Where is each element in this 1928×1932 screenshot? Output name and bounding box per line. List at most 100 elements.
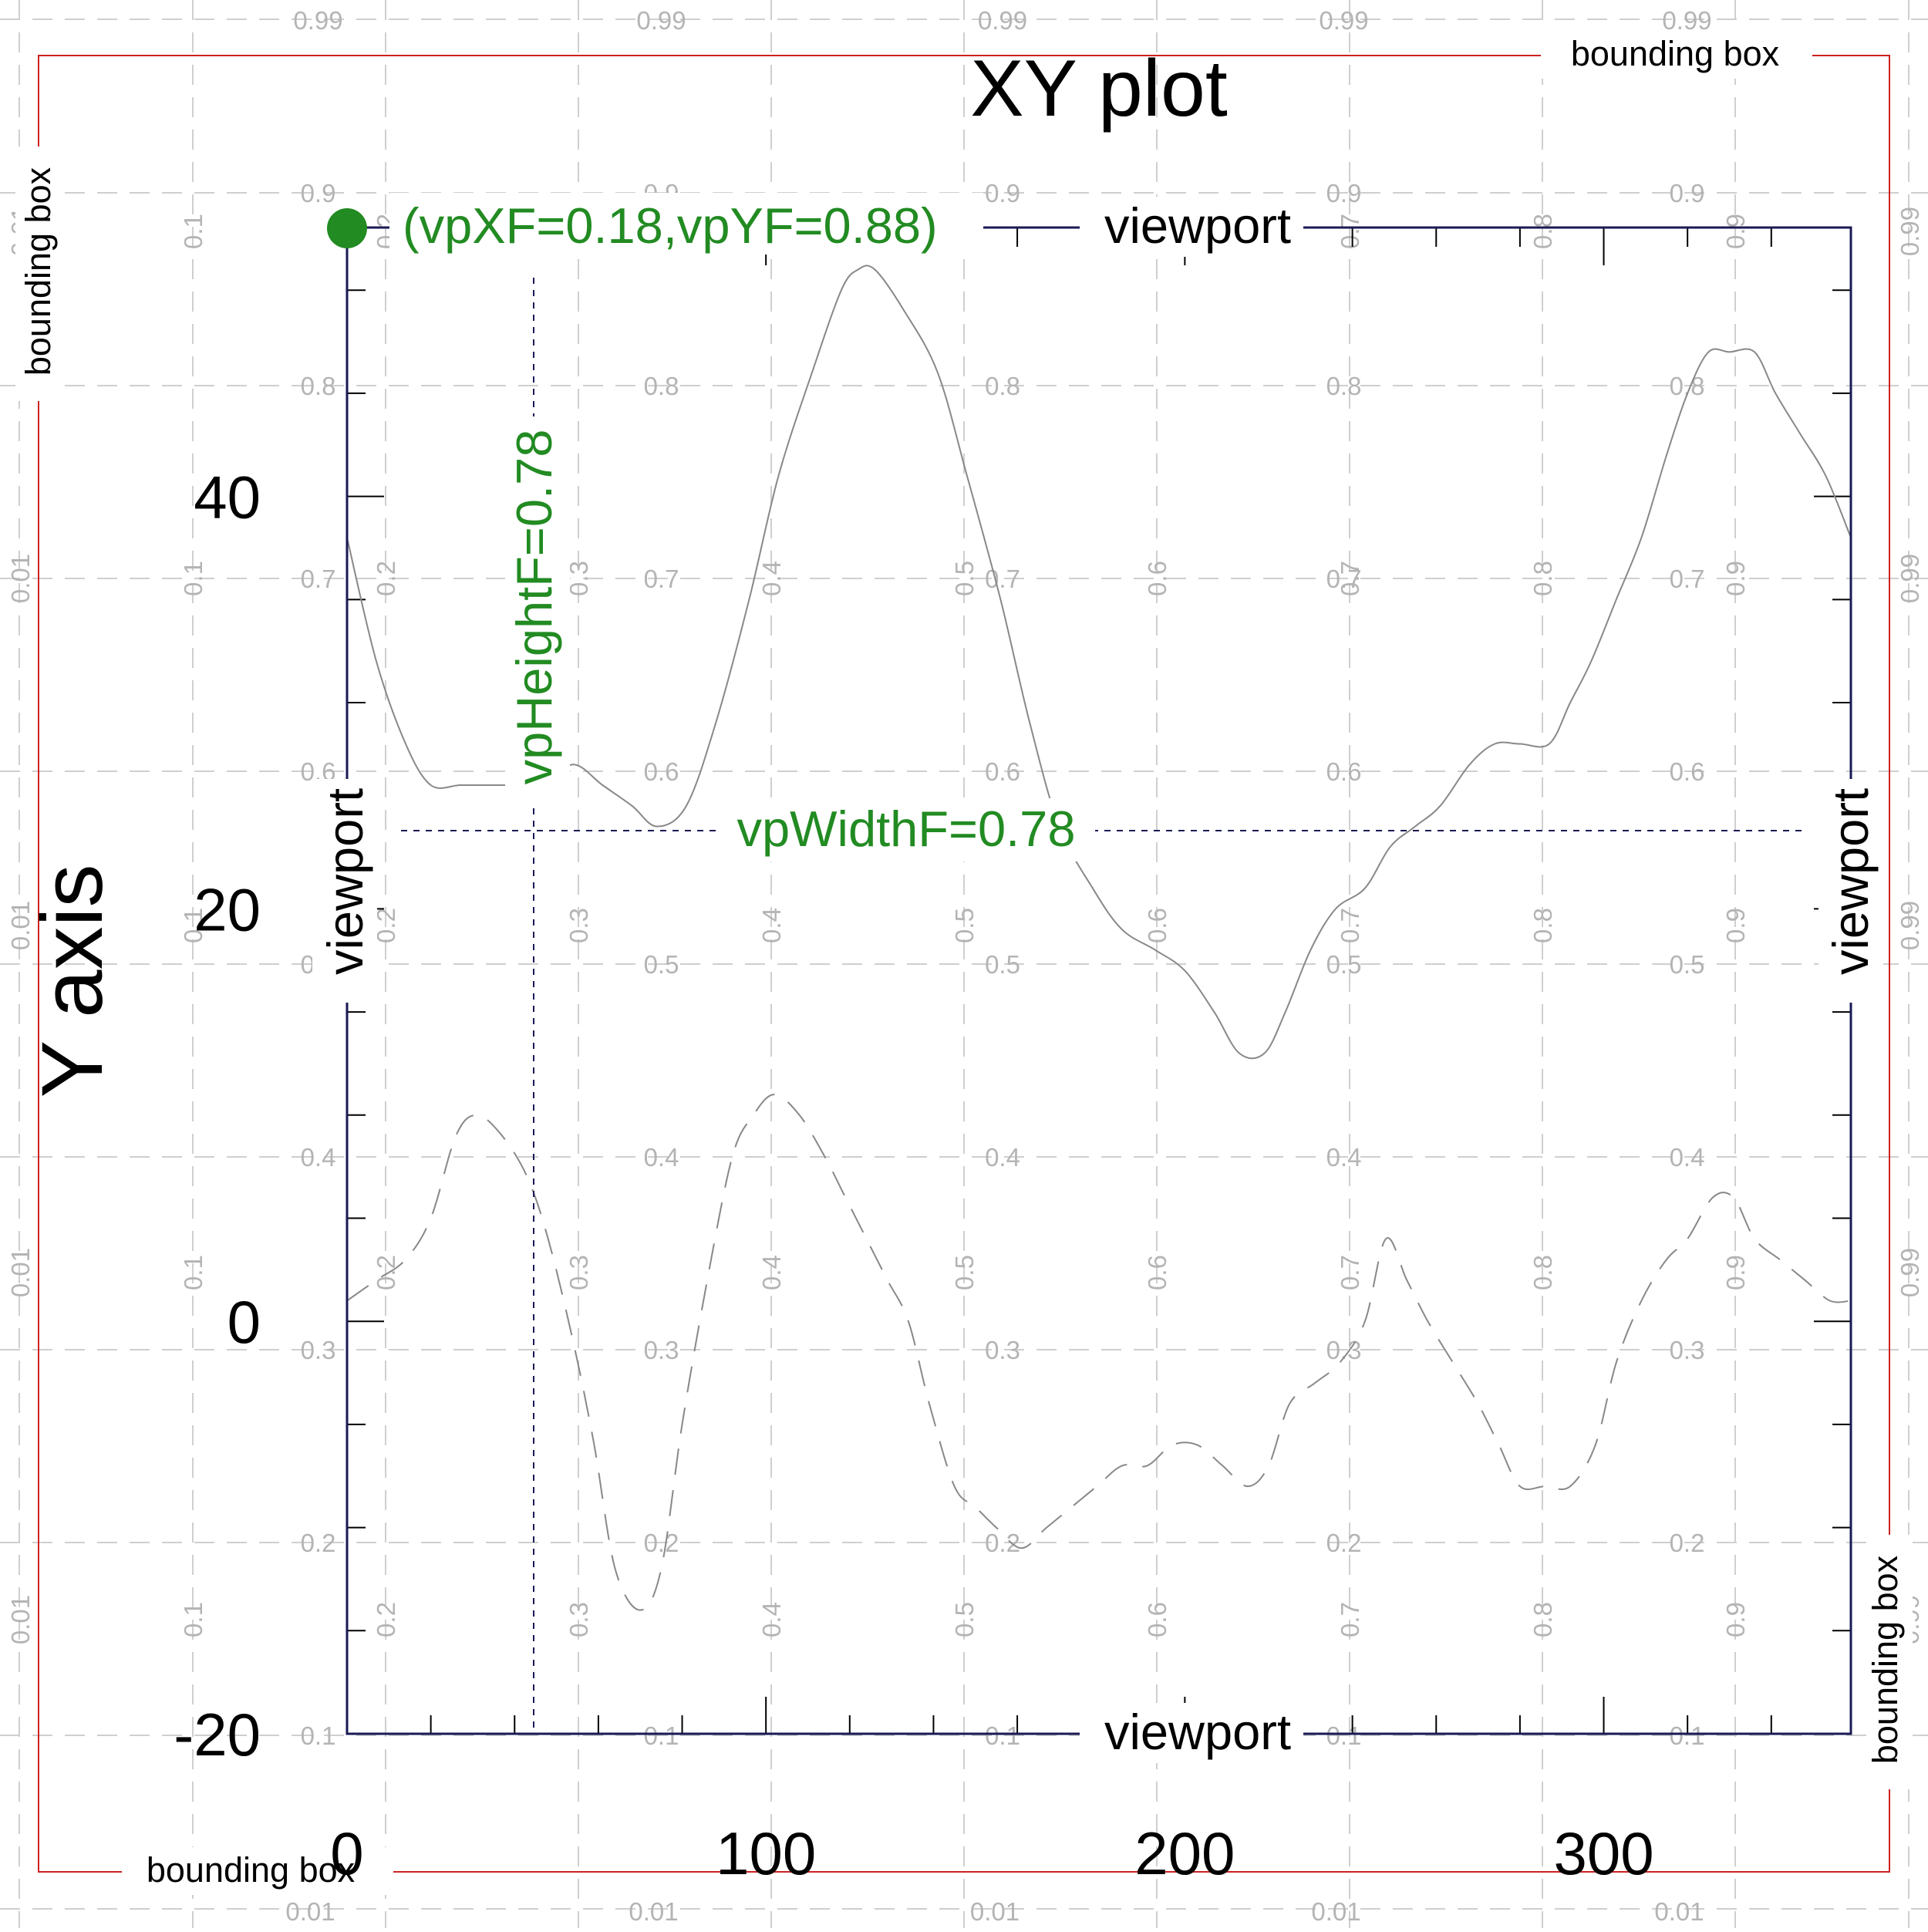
grid-label-vertical: 0.1 bbox=[179, 1255, 207, 1290]
grid-label-edge-top: 0.99 bbox=[1662, 6, 1711, 35]
grid-label-horizontal: 0.1 bbox=[1326, 1721, 1362, 1750]
viewport-label-top: viewport bbox=[1104, 197, 1291, 254]
grid-label-horizontal: 0.2 bbox=[301, 1529, 336, 1557]
grid-label-edge-left: 0.01 bbox=[6, 554, 35, 603]
grid-label-edge-right: 0.99 bbox=[1896, 1248, 1924, 1297]
x-tick-label: 200 bbox=[1134, 1819, 1235, 1887]
grid-label-horizontal: 0.1 bbox=[644, 1721, 679, 1750]
grid-label-vertical: 0.8 bbox=[1529, 1602, 1557, 1637]
grid-label-vertical: 0.4 bbox=[757, 908, 786, 943]
grid-label-vertical: 0.9 bbox=[1721, 1602, 1750, 1637]
grid-label-vertical: 0.7 bbox=[1336, 1255, 1364, 1290]
grid-label-vertical: 0.3 bbox=[565, 908, 593, 943]
grid-label-horizontal: 0.7 bbox=[301, 565, 336, 593]
y-axis-title: Y axis bbox=[24, 865, 120, 1098]
grid-label-vertical: 0.8 bbox=[1529, 214, 1557, 249]
grid-label-horizontal: 0.4 bbox=[985, 1143, 1020, 1172]
grid-label-vertical: 0.8 bbox=[1529, 561, 1557, 596]
bbox-label-bottom: bounding box bbox=[147, 1850, 356, 1890]
grid-label-vertical: 0.6 bbox=[1143, 1602, 1171, 1637]
viewport-origin-marker bbox=[327, 208, 367, 248]
series-solid-line bbox=[346, 265, 1852, 1060]
axis-tickmarks bbox=[346, 228, 1851, 1735]
x-tick-label: 0 bbox=[330, 1819, 363, 1887]
grid-label-vertical: 0.3 bbox=[565, 1255, 593, 1290]
grid-label-vertical: 0.3 bbox=[565, 1602, 593, 1637]
bbox-label-top: bounding box bbox=[1571, 34, 1780, 73]
bounding-box-frame bbox=[38, 55, 1890, 1873]
x-tick-label: 100 bbox=[716, 1819, 816, 1887]
grid-label-edge-left: 0.01 bbox=[6, 901, 35, 950]
grid-label-horizontal: 0.5 bbox=[985, 950, 1020, 979]
grid-label-vertical: 0.9 bbox=[1721, 561, 1750, 596]
grid-label-vertical: 0.4 bbox=[757, 561, 786, 596]
grid-label-horizontal: 0.2 bbox=[985, 1529, 1020, 1557]
grid-label-vertical: 0.4 bbox=[757, 1255, 786, 1290]
grid-label-horizontal: 0.3 bbox=[1326, 1336, 1362, 1364]
grid-label-horizontal: 0.7 bbox=[1326, 565, 1362, 593]
grid-label-horizontal: 0.5 bbox=[1326, 950, 1362, 979]
grid-label-vertical: 0.7 bbox=[1336, 561, 1364, 596]
grid-label-vertical: 0.2 bbox=[372, 1602, 400, 1637]
grid-label-vertical: 0.2 bbox=[372, 1255, 400, 1290]
grid-label-vertical: 0.6 bbox=[1143, 1255, 1171, 1290]
grid-label-edge-right: 0.99 bbox=[1896, 901, 1924, 950]
grid-label-edge-bottom: 0.01 bbox=[285, 1897, 335, 1926]
grid-label-horizontal: 0.9 bbox=[1326, 179, 1362, 207]
grid-label-edge-right: 0.99 bbox=[1896, 207, 1924, 256]
grid-label-horizontal: 0.8 bbox=[985, 372, 1020, 400]
y-tick-label: 40 bbox=[194, 464, 261, 531]
grid-label-vertical: 0.7 bbox=[1336, 214, 1364, 249]
y-tick-label: -20 bbox=[174, 1701, 261, 1768]
grid-label-horizontal: 0.8 bbox=[644, 372, 679, 400]
grid-label-horizontal: 0.4 bbox=[644, 1143, 679, 1172]
grid-label-edge-right: 0.99 bbox=[1896, 554, 1924, 603]
grid-label-horizontal: 0.6 bbox=[1670, 757, 1705, 786]
grid-label-vertical: 0.5 bbox=[950, 908, 979, 943]
grid-label-horizontal: 0.3 bbox=[301, 1336, 336, 1364]
grid-label-horizontal: 0.6 bbox=[985, 757, 1020, 786]
grid-label-horizontal: 0.4 bbox=[1670, 1143, 1705, 1172]
viewport-label-right: viewport bbox=[1822, 788, 1879, 975]
grid-label-vertical: 0.5 bbox=[950, 561, 979, 596]
grid-label-horizontal: 0.5 bbox=[1670, 950, 1705, 979]
x-tick-label: 300 bbox=[1553, 1819, 1653, 1887]
grid-label-vertical: 0.7 bbox=[1336, 908, 1364, 943]
grid-label-vertical: 0.2 bbox=[372, 561, 400, 596]
grid-label-vertical: 0.4 bbox=[757, 1602, 786, 1637]
grid-label-vertical: 0.8 bbox=[1529, 1255, 1557, 1290]
grid-label-horizontal: 0.3 bbox=[644, 1336, 679, 1364]
grid-label-horizontal: 0.6 bbox=[1326, 757, 1362, 786]
grid-label-edge-bottom: 0.01 bbox=[970, 1897, 1020, 1926]
series-dashed-line bbox=[346, 1094, 1852, 1611]
y-tick-label: 0 bbox=[228, 1288, 261, 1356]
grid-label-vertical: 0.1 bbox=[179, 1602, 207, 1637]
grid-label-vertical: 0.8 bbox=[1529, 908, 1557, 943]
viewport-origin-label: (vpXF=0.18,vpYF=0.88) bbox=[403, 197, 938, 254]
grid-label-edge-left: 0.01 bbox=[6, 1595, 35, 1644]
grid-label-horizontal: 0.4 bbox=[1326, 1143, 1362, 1172]
y-axis-tick-labels: -20 0 20 40 bbox=[174, 464, 261, 1768]
grid-label-vertical: 0.9 bbox=[1721, 1255, 1750, 1290]
grid-label-vertical: 0.5 bbox=[950, 1602, 979, 1637]
grid-label-vertical: 0.1 bbox=[179, 561, 207, 596]
grid-label-horizontal: 0.1 bbox=[985, 1721, 1020, 1750]
grid-label-edge-top: 0.99 bbox=[636, 6, 686, 35]
grid-label-edge-top: 0.99 bbox=[978, 6, 1027, 35]
grid-label-horizontal: 0.9 bbox=[985, 179, 1020, 207]
grid-label-vertical: 0.5 bbox=[950, 1255, 979, 1290]
grid-label-vertical: 0.7 bbox=[1336, 1602, 1364, 1637]
grid-label-horizontal: 0.3 bbox=[1670, 1336, 1705, 1364]
bounding-box-labels: bounding box bounding box bounding box b… bbox=[15, 31, 1913, 1895]
grid-label-edge-bottom: 0.01 bbox=[1311, 1897, 1360, 1926]
grid-label-edge-bottom: 0.01 bbox=[629, 1897, 678, 1926]
y-tick-label: 20 bbox=[194, 875, 261, 943]
grid-label-horizontal: 0.7 bbox=[1670, 565, 1705, 593]
viewport-label-bottom: viewport bbox=[1104, 1704, 1291, 1760]
grid-label-horizontal: 0.9 bbox=[301, 179, 336, 207]
grid-label-edge-top: 0.99 bbox=[1319, 6, 1368, 35]
grid-label-horizontal: 0.6 bbox=[644, 757, 679, 786]
grid-label-horizontal: 0.4 bbox=[301, 1143, 336, 1172]
